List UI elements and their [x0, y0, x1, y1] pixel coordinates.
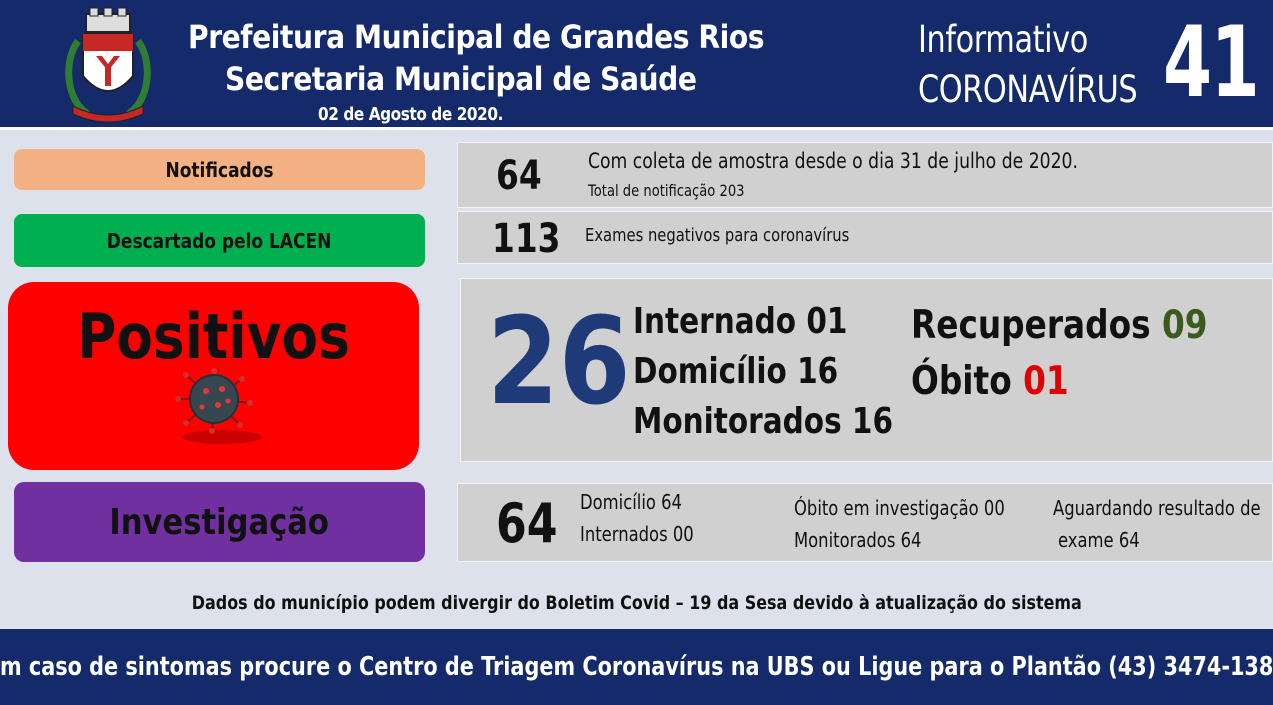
footer-banner: Em caso de sintomas procure o Centro de …	[0, 629, 1273, 705]
descartado-label-pill: Descartado pelo LACEN	[14, 214, 425, 267]
notificados-label: Notificados	[165, 157, 274, 182]
investigacao-aguardando-exame: exame 64	[1058, 528, 1140, 552]
investigacao-label: Investigação	[109, 501, 330, 543]
notificados-label-pill: Notificados	[14, 149, 425, 190]
recuperados-label: Recuperados	[911, 303, 1151, 348]
obito-value: 01	[1023, 359, 1069, 404]
disclaimer-text: Dados do município podem divergir do Bol…	[191, 592, 1082, 614]
recuperados-stat: Recuperados 09	[911, 303, 1208, 348]
positivos-monitorados: Monitorados 16	[633, 401, 894, 442]
descartado-value: 113	[492, 216, 561, 262]
informativo-label: Informativo	[918, 18, 1088, 61]
bulletin-number: 41	[1163, 6, 1260, 120]
notificados-desc: Com coleta de amostra desde o dia 31 de …	[588, 149, 1078, 173]
positivos-internado: Internado 01	[633, 301, 848, 342]
investigacao-value: 64	[496, 492, 558, 555]
positivos-domicilio: Domicílio 16	[633, 351, 839, 392]
descartado-label: Descartado pelo LACEN	[107, 228, 332, 253]
investigacao-monitorados: Monitorados 64	[794, 528, 922, 552]
positivos-label: Positivos	[77, 300, 350, 373]
positivos-panel: 26 Internado 01 Domicílio 16 Monitorados…	[460, 278, 1273, 462]
obito-label: Óbito	[911, 359, 1012, 404]
coronavirus-label: CORONAVÍRUS	[918, 68, 1138, 111]
investigacao-obito: Óbito em investigação 00	[794, 496, 1005, 520]
prefeitura-title: Prefeitura Municipal de Grandes Rios	[188, 18, 765, 56]
positivos-value: 26	[487, 293, 631, 432]
recuperados-value: 09	[1161, 303, 1208, 348]
footer-contact-text: Em caso de sintomas procure o Centro de …	[0, 652, 1273, 682]
obito-stat: Óbito 01	[911, 359, 1069, 404]
descartado-panel: 113 Exames negativos para coronavírus	[457, 211, 1273, 264]
descartado-desc: Exames negativos para coronavírus	[585, 225, 850, 246]
investigacao-aguardando: Aguardando resultado de	[1053, 496, 1261, 520]
header-banner: Prefeitura Municipal de Grandes Rios Sec…	[0, 0, 1273, 130]
notificados-total: Total de notificação 203	[588, 181, 745, 200]
investigacao-internados: Internados 00	[580, 522, 694, 546]
bulletin-date: 02 de Agosto de 2020.	[318, 104, 503, 125]
notificados-panel: 64 Com coleta de amostra desde o dia 31 …	[457, 142, 1273, 208]
investigacao-domicilio: Domicílio 64	[580, 490, 683, 514]
investigacao-label-pill: Investigação	[14, 482, 425, 562]
municipal-crest-icon	[65, 7, 151, 123]
investigacao-panel: 64 Domicílio 64 Internados 00 Óbito em i…	[457, 483, 1273, 562]
secretaria-title: Secretaria Municipal de Saúde	[225, 60, 697, 98]
coronavirus-icon	[175, 368, 262, 444]
notificados-value: 64	[496, 153, 542, 199]
disclaimer-note: Dados do município podem divergir do Bol…	[0, 592, 1273, 614]
